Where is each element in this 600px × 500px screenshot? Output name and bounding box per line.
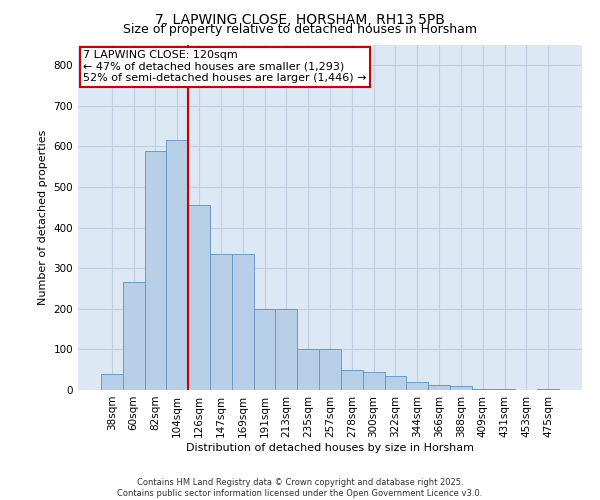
Text: Contains HM Land Registry data © Crown copyright and database right 2025.
Contai: Contains HM Land Registry data © Crown c… — [118, 478, 482, 498]
Bar — [297, 350, 319, 390]
Bar — [210, 254, 232, 390]
Bar — [188, 206, 210, 390]
Text: Size of property relative to detached houses in Horsham: Size of property relative to detached ho… — [123, 22, 477, 36]
Bar — [145, 150, 166, 390]
Bar — [537, 389, 559, 390]
Bar — [363, 372, 385, 390]
Bar — [166, 140, 188, 390]
Bar — [275, 309, 297, 390]
Bar — [101, 374, 123, 390]
Bar — [472, 389, 494, 390]
Bar — [254, 309, 275, 390]
Bar — [232, 254, 254, 390]
Bar — [450, 386, 472, 390]
Bar — [341, 370, 363, 390]
Bar — [385, 376, 406, 390]
Bar — [428, 384, 450, 390]
Bar — [319, 350, 341, 390]
Bar — [123, 282, 145, 390]
Y-axis label: Number of detached properties: Number of detached properties — [38, 130, 48, 305]
Bar — [406, 382, 428, 390]
Text: 7 LAPWING CLOSE: 120sqm
← 47% of detached houses are smaller (1,293)
52% of semi: 7 LAPWING CLOSE: 120sqm ← 47% of detache… — [83, 50, 367, 84]
X-axis label: Distribution of detached houses by size in Horsham: Distribution of detached houses by size … — [186, 442, 474, 452]
Bar — [494, 389, 515, 390]
Text: 7, LAPWING CLOSE, HORSHAM, RH13 5PB: 7, LAPWING CLOSE, HORSHAM, RH13 5PB — [155, 12, 445, 26]
